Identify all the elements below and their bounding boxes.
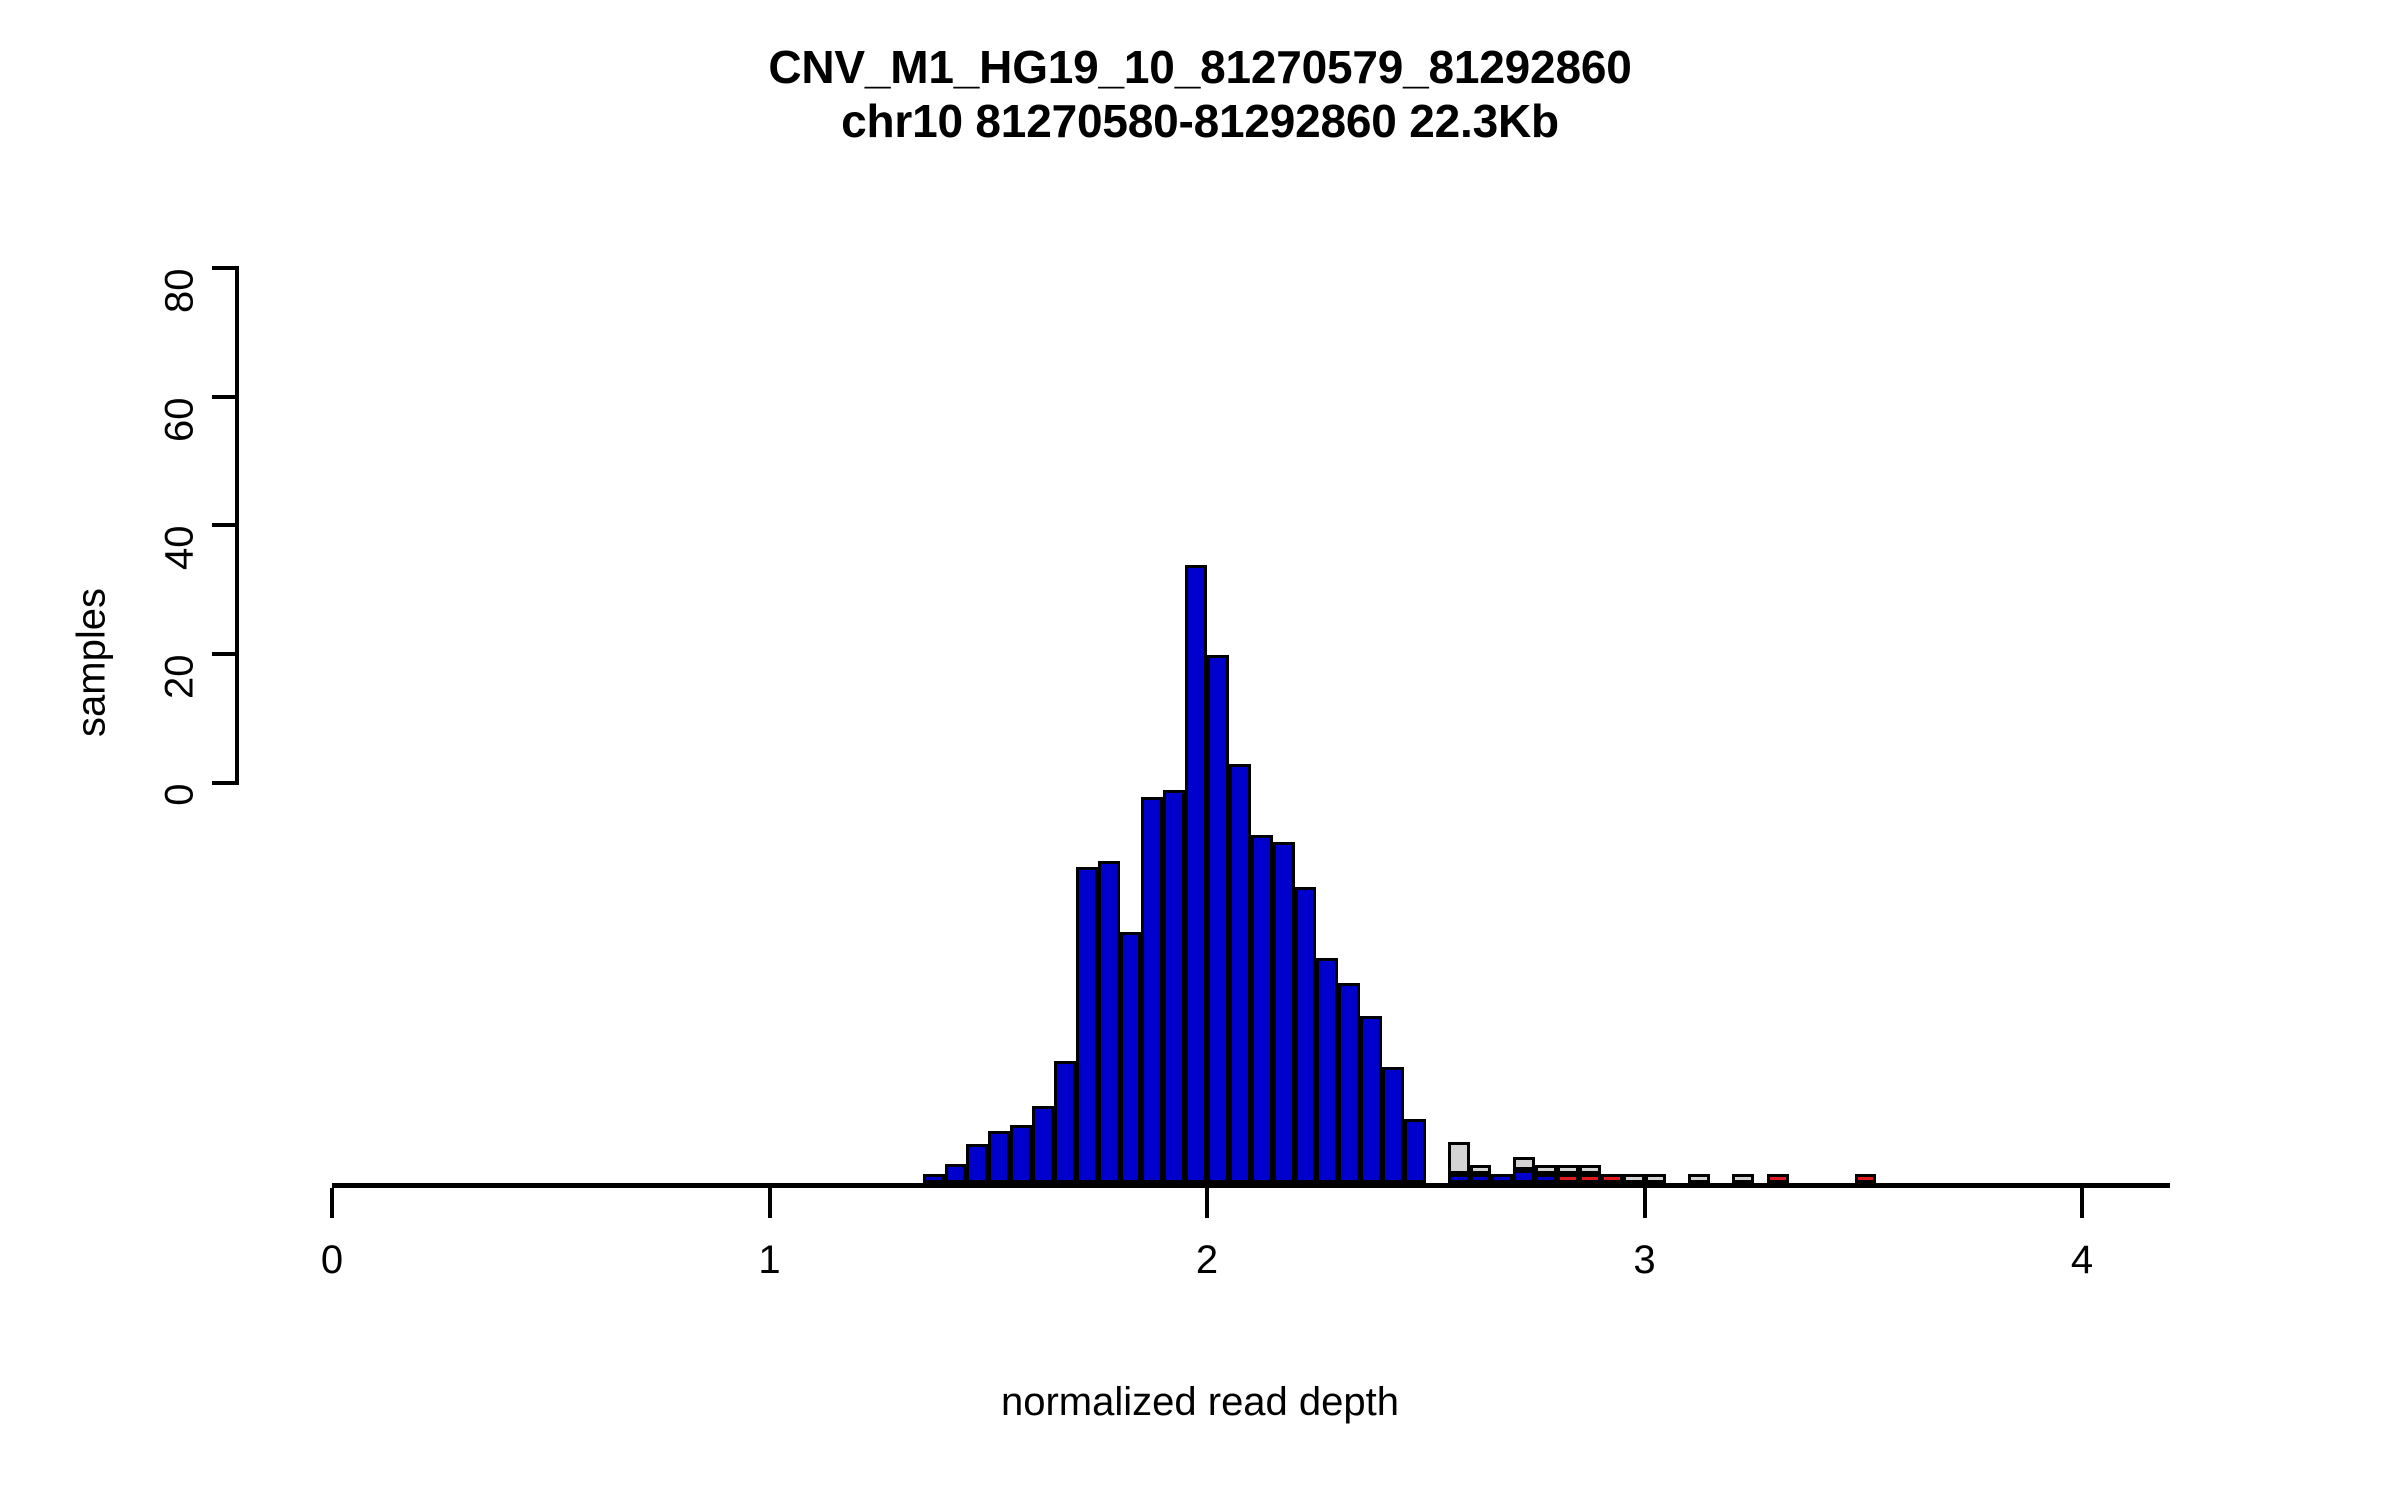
histogram-bar-normal — [1119, 931, 1142, 1183]
y-axis-tick — [212, 652, 239, 657]
histogram-bar-outlier — [1600, 1174, 1623, 1183]
chart-title: CNV_M1_HG19_10_81270579_81292860 chr10 8… — [0, 40, 2400, 149]
y-axis-tick-label: 80 — [157, 268, 202, 313]
x-axis-line — [332, 1183, 2170, 1188]
histogram-bar-outlier — [1854, 1174, 1877, 1183]
histogram-bar-normal — [1207, 654, 1229, 1183]
histogram-bar-normal — [1513, 1170, 1536, 1183]
histogram-bar-intermediate — [1469, 1165, 1492, 1174]
histogram-bar-normal — [1032, 1105, 1054, 1183]
histogram-bar-intermediate — [1447, 1141, 1470, 1174]
histogram-bar-normal — [1491, 1174, 1514, 1183]
histogram-bar-intermediate — [1513, 1157, 1536, 1171]
x-axis-tick — [1642, 1188, 1647, 1218]
histogram-bar-intermediate — [1557, 1165, 1579, 1174]
x-axis-tick — [767, 1188, 772, 1218]
histogram-bar-normal — [1141, 796, 1164, 1183]
histogram-bar-normal — [944, 1163, 967, 1183]
y-axis-tick — [212, 523, 239, 528]
histogram-bar-intermediate — [1622, 1174, 1645, 1183]
histogram-bar-normal — [1403, 1118, 1426, 1183]
histogram-bar-normal — [1535, 1174, 1557, 1183]
histogram-bar-normal — [1075, 867, 1098, 1183]
histogram-bar-normal — [1228, 764, 1251, 1183]
x-axis-tick-label: 2 — [1195, 1238, 1219, 1282]
x-axis-tick-label: 1 — [758, 1238, 781, 1282]
y-axis-tick — [212, 394, 239, 399]
histogram-bar-normal — [1469, 1174, 1492, 1183]
x-axis-label: normalized read depth — [1000, 1380, 1400, 1424]
y-axis-tick — [212, 781, 239, 785]
histogram-bar-outlier — [1767, 1174, 1789, 1183]
histogram-bar-normal — [1447, 1174, 1470, 1183]
x-axis-tick — [1205, 1188, 1209, 1218]
histogram-bar-intermediate — [1688, 1174, 1711, 1183]
histogram-bar-normal — [1163, 790, 1186, 1183]
histogram-bar-normal — [1338, 983, 1361, 1183]
histogram-bar-normal — [922, 1174, 945, 1183]
histogram-bar-normal — [1316, 957, 1339, 1183]
histogram-bar-intermediate — [1535, 1165, 1557, 1174]
histogram-bar-normal — [988, 1131, 1011, 1183]
histogram-bar-normal — [1010, 1125, 1032, 1183]
x-axis-tick-label: 4 — [2070, 1238, 2094, 1282]
histogram-bar-intermediate — [1644, 1174, 1667, 1183]
histogram-bar-normal — [1360, 1015, 1382, 1183]
x-axis-tick — [330, 1188, 334, 1218]
histogram-bar-normal — [1185, 564, 1207, 1183]
histogram-bar-outlier — [1578, 1174, 1601, 1183]
chart-title-line1: CNV_M1_HG19_10_81270579_81292860 — [768, 41, 1632, 93]
histogram-bar-normal — [1272, 841, 1295, 1183]
x-axis-tick — [2080, 1188, 2084, 1218]
histogram-bar-normal — [966, 1144, 989, 1183]
histogram-bar-intermediate — [1578, 1165, 1601, 1174]
histogram-bar-normal — [1294, 886, 1317, 1183]
histogram-bar-outlier — [1557, 1174, 1579, 1183]
histogram-bar-intermediate — [1732, 1174, 1754, 1183]
histogram-bar-normal — [1382, 1067, 1404, 1183]
histogram-bar-normal — [1097, 861, 1120, 1183]
x-axis-tick-label: 3 — [1633, 1238, 1656, 1282]
y-axis-tick — [212, 265, 239, 270]
chart-title-line2: chr10 81270580-81292860 22.3Kb — [841, 95, 1559, 148]
x-axis-tick-label: 0 — [320, 1238, 344, 1282]
histogram-bar-normal — [1053, 1060, 1076, 1183]
histogram-bar-normal — [1250, 835, 1273, 1183]
